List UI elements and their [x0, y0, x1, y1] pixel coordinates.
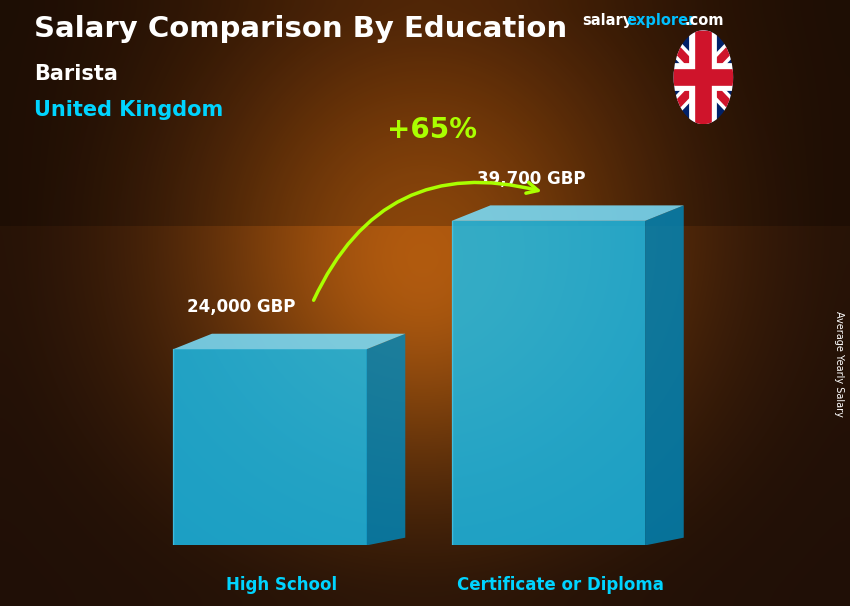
Text: salary: salary: [582, 13, 632, 28]
Text: Average Yearly Salary: Average Yearly Salary: [834, 311, 844, 416]
Polygon shape: [645, 205, 683, 545]
Polygon shape: [0, 0, 850, 226]
Text: High School: High School: [226, 576, 337, 594]
Polygon shape: [451, 221, 645, 545]
Text: explorer: explorer: [626, 13, 696, 28]
Text: Certificate or Diploma: Certificate or Diploma: [456, 576, 663, 594]
Text: Barista: Barista: [34, 64, 118, 84]
Text: 39,700 GBP: 39,700 GBP: [477, 170, 585, 188]
Polygon shape: [659, 30, 748, 124]
Polygon shape: [451, 205, 683, 221]
Text: Salary Comparison By Education: Salary Comparison By Education: [34, 15, 567, 43]
Text: .com: .com: [684, 13, 723, 28]
Polygon shape: [173, 334, 405, 349]
Polygon shape: [173, 349, 366, 545]
Text: 24,000 GBP: 24,000 GBP: [187, 298, 295, 316]
Polygon shape: [366, 334, 405, 545]
Text: +65%: +65%: [388, 116, 478, 144]
Text: United Kingdom: United Kingdom: [34, 100, 224, 120]
